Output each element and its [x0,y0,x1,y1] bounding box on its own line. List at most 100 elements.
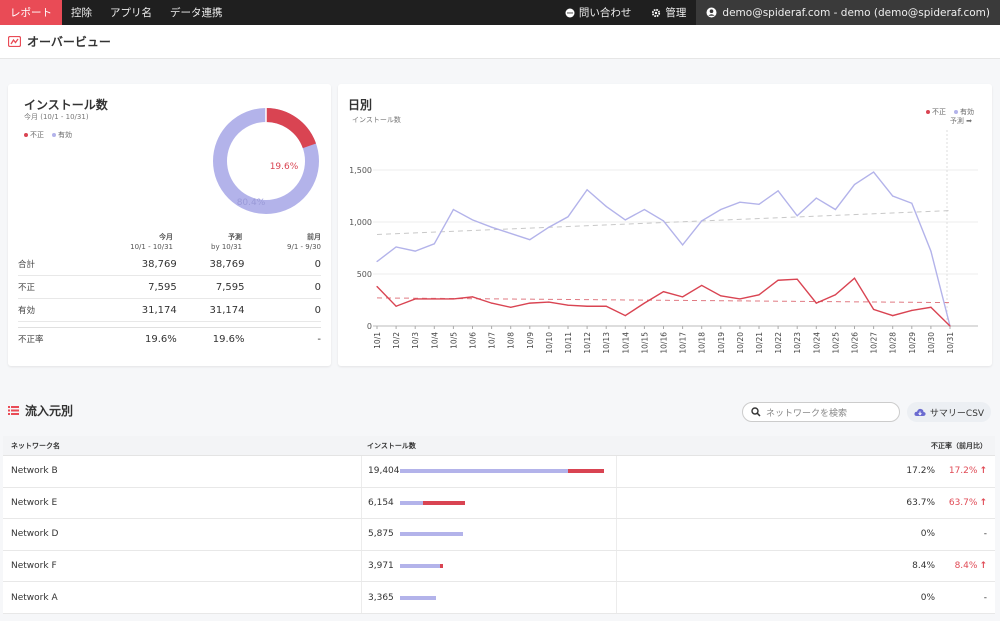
forecast-label: 予測 ➡ [949,117,972,125]
fraud-rate-compare: - [983,592,987,603]
installs-value: 6,154 [368,497,394,508]
x-tick-label: 10/29 [908,332,917,354]
summary-csv-button[interactable]: サマリーCSV [907,402,991,422]
valid-point [395,246,397,248]
fraud-point [777,279,779,281]
x-tick-label: 10/31 [946,332,955,354]
x-tick-label: 10/19 [717,332,726,354]
fraud-point [815,302,817,304]
sources-table-header: ネットワーク名 インストール数 不正率（前月比） [3,436,995,456]
x-tick-label: 10/25 [831,332,840,354]
nav-deduction[interactable]: 控除 [71,7,92,19]
fraud-rate: 63.7% [906,497,935,508]
valid-point [682,244,684,246]
nav-data-integration[interactable]: データ連携 [170,7,223,19]
fraud-point [701,284,703,287]
user-icon [706,7,717,18]
contact-link[interactable]: 問い合わせ [555,0,642,25]
th-rate[interactable]: 不正率（前月比） [931,441,987,450]
x-tick-label: 10/16 [660,332,669,354]
fraud-point [739,298,741,300]
fraud-point [834,294,836,296]
fraud-rate-compare: 8.4% ↑ [954,561,987,572]
valid-trend-line [376,210,951,235]
fraud-point [433,298,435,300]
daily-legend-fraud: 不正 [926,107,946,117]
contact-label: 問い合わせ [578,7,632,19]
table-row[interactable]: Network B 19,404 17.2% 17.2% ↑ [3,456,995,488]
network-search-input[interactable]: ネットワークを検索 [742,402,900,422]
fraud-point [567,304,569,306]
arrow-up-icon: ↑ [979,466,987,477]
y-tick-label: 0 [367,322,372,331]
fraud-point [491,302,493,304]
network-name: Network B [11,466,58,477]
fraud-point [720,295,722,297]
admin-link[interactable]: 管理 [641,0,696,25]
daily-y-label: インストール数 [352,116,401,124]
installs-cell: 19,404 [361,456,617,487]
table-row[interactable]: Network A 3,365 0% - [3,582,995,614]
valid-point [720,208,722,211]
th-network[interactable]: ネットワーク名 [11,441,60,450]
fraud-point [949,325,951,327]
valid-series-line [376,171,951,327]
install-card: インストール数 今月 (10/1 - 10/31) 不正 有効 19.6% 80… [8,84,331,366]
x-tick-label: 10/5 [449,332,458,349]
fraud-point [643,302,645,304]
valid-point [433,243,435,245]
table-row[interactable]: Network F 3,971 8.4% 8.4% ↑ [3,550,995,583]
x-tick-label: 10/28 [889,332,898,354]
sources-table: ネットワーク名 インストール数 不正率（前月比） Network B 19,404… [3,436,995,614]
x-tick-label: 10/8 [507,332,516,349]
network-name: Network F [11,561,57,572]
daily-card: 日別 インストール数 不正 有効 予測 ➡ 0 500 1,000 1,500 10/1… [338,84,992,366]
nav-app-name[interactable]: アプリ名 [110,7,152,19]
fraud-point [471,296,474,298]
fraud-point [395,305,397,307]
install-card-title: インストール数 [24,98,108,112]
fraud-point [605,305,607,307]
fraud-point [662,291,665,293]
valid-point [834,208,836,211]
th-installs[interactable]: インストール数 [367,441,416,450]
x-tick-label: 10/24 [812,332,821,354]
installs-bar [400,469,604,474]
user-menu[interactable]: demo@spideraf.com - demo (demo@spideraf.… [696,0,1000,25]
col-head-last-month: 前月 9/1 - 9/30 [287,233,321,251]
fraud-point [853,277,856,279]
arrow-up-icon: ↑ [979,497,987,508]
network-name: Network A [11,592,58,603]
installs-value: 5,875 [368,529,394,540]
sum-row-fraud: 不正 7,595 7,595 0 [18,276,321,299]
col-head-this-month: 今月 10/1 - 10/31 [130,233,173,251]
valid-point [567,216,569,218]
sum-row-total: 合計 38,769 38,769 0 [18,253,321,276]
y-tick-label: 1,500 [349,166,372,175]
list-icon [8,406,19,415]
fraud-bar [439,564,444,569]
valid-bar [400,532,463,537]
search-placeholder: ネットワークを検索 [766,408,848,419]
table-row[interactable]: Network D 5,875 0% - [3,519,995,551]
x-tick-label: 10/6 [469,332,478,349]
fraud-point [624,315,626,317]
x-tick-label: 10/21 [755,332,764,354]
gear-icon [652,8,661,17]
installs-value: 3,971 [368,561,394,572]
daily-line-chart: 0 500 1,000 1,500 10/1 10/2 10/3 10/4 10/5 10/6 10… [349,130,978,354]
network-name: Network E [11,497,58,508]
table-row[interactable]: Network E 6,154 63.7% 63.7% ↑ [3,487,995,520]
x-tick-label: 10/4 [430,332,439,349]
fraud-point [529,302,531,304]
valid-bar [400,500,424,505]
nav-report[interactable]: レポート [0,0,62,25]
x-tick-label: 10/3 [411,332,420,349]
installs-bar [400,564,444,569]
fraud-bar [423,500,466,505]
install-legend: 不正 有効 [24,130,72,140]
valid-point [662,220,665,222]
valid-point [853,183,856,186]
sources-title: 流入元別 [25,404,74,418]
valid-point [510,232,512,235]
